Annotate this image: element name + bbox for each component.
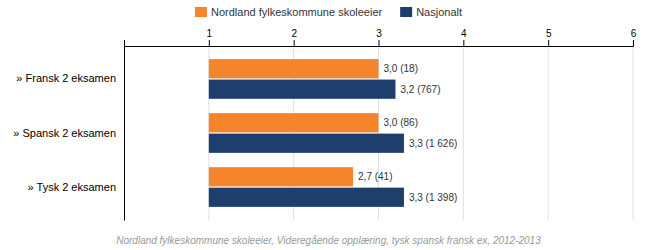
legend-label: Nordland fylkeskommune skoleeier (211, 6, 383, 18)
bar (209, 80, 396, 99)
axis-line (124, 47, 125, 221)
grid (209, 46, 633, 220)
legend-label: Nasjonalt (416, 6, 462, 18)
tick-label: » Fransk 2 eksamen (16, 72, 116, 84)
tick: » Tysk 2 eksamen (28, 181, 124, 193)
tick: » Fransk 2 eksamen (16, 72, 124, 84)
bars (209, 59, 404, 207)
tick: 3 (376, 28, 382, 46)
bar (209, 134, 404, 153)
data-label: 3,0 (86) (384, 117, 418, 128)
tick-label: 5 (546, 28, 552, 39)
legend-swatch (400, 7, 412, 17)
tick-label: » Spansk 2 eksamen (13, 127, 116, 139)
data-label: 3,3 (1 398) (409, 192, 457, 203)
data-label: 3,0 (18) (384, 63, 418, 74)
tick-mark (209, 40, 210, 46)
axis-line (125, 40, 634, 47)
plot: 1 2 3 4 5 6 » Fransk 2 eksamen » Spansk 2 eksam… (13, 28, 636, 221)
tick: 4 (461, 28, 467, 46)
data-labels: 3,0 (18) 3,0 (86) 2,7 (41) 3,2 (767) 3,3 (1 … (358, 63, 457, 203)
tick-label: » Tysk 2 eksamen (28, 181, 116, 193)
tick: 2 (291, 28, 297, 46)
grid-line (463, 46, 464, 220)
tick: » Spansk 2 eksamen (13, 127, 124, 139)
legend-item: Nasjonalt (400, 6, 462, 18)
legend: Nordland fylkeskommune skoleeier Nasjonal… (195, 6, 462, 18)
bar (209, 167, 353, 186)
tick: 6 (631, 28, 637, 46)
y-axis: » Fransk 2 eksamen » Spansk 2 eksamen » Ty… (13, 47, 124, 221)
tick: 1 (207, 28, 213, 46)
footnote: Nordland fylkeskommune skoleeier, Videre… (116, 235, 541, 246)
grid-line (548, 46, 549, 220)
grid-line (633, 46, 634, 220)
tick-label: 6 (631, 28, 637, 39)
tick-mark (379, 40, 380, 46)
data-label: 3,2 (767) (400, 84, 440, 95)
data-label: 3,3 (1 626) (409, 138, 457, 149)
tick: 5 (546, 28, 552, 46)
tick-mark (633, 40, 634, 46)
tick-label: 1 (207, 28, 213, 39)
tick-mark (463, 40, 464, 46)
tick-label: 3 (376, 28, 382, 39)
tick-mark (294, 40, 295, 46)
tick-mark (548, 40, 549, 46)
bar (209, 188, 404, 207)
bar (209, 113, 379, 132)
x-axis: 1 2 3 4 5 6 (125, 28, 637, 47)
tick-label: 4 (461, 28, 467, 39)
tick-label: 2 (291, 28, 297, 39)
legend-swatch (195, 7, 207, 17)
bar (209, 59, 379, 78)
legend-item: Nordland fylkeskommune skoleeier (195, 6, 383, 18)
chart: 1 2 3 4 5 6 » Fransk 2 eksamen » Spansk 2 eksam… (0, 0, 657, 250)
data-label: 2,7 (41) (358, 171, 392, 182)
